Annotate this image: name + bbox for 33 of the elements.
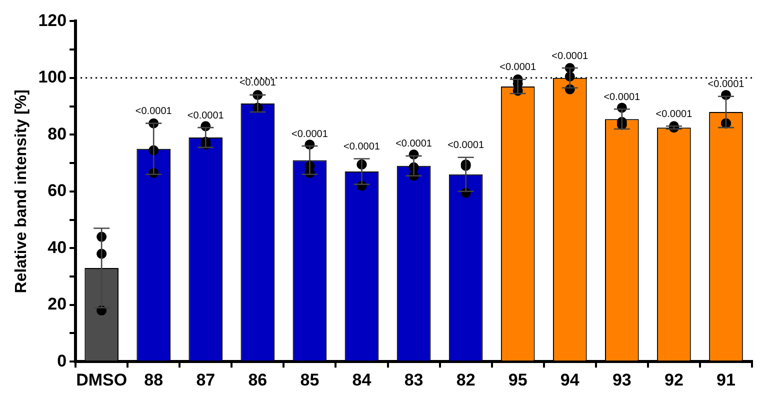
- x-tick-label: 87: [196, 370, 216, 390]
- y-tick-label: 120: [38, 10, 67, 30]
- y-tick-label: 60: [48, 181, 67, 200]
- annotation: <0.0001: [135, 106, 172, 118]
- annotation: <0.0001: [656, 108, 693, 120]
- x-tick-label: DMSO: [76, 370, 128, 390]
- annotation: <0.0001: [604, 92, 641, 103]
- annotation: <0.0001: [552, 50, 589, 62]
- annotation: <0.0001: [500, 62, 536, 74]
- y-axis-title: Relative band intensity [%]: [13, 90, 30, 294]
- annotation: <0.0001: [708, 79, 745, 90]
- x-tick-label: 82: [456, 370, 476, 390]
- x-tick-label: 88: [144, 370, 164, 390]
- x-tick-label: 92: [664, 370, 684, 390]
- x-tick-label: 94: [560, 370, 580, 390]
- y-tick-label: 20: [48, 294, 67, 314]
- y-tick-label: 80: [48, 124, 67, 144]
- x-tick-label: 84: [352, 370, 372, 390]
- annotation: <0.0001: [448, 140, 484, 152]
- annotation: <0.0001: [396, 138, 432, 150]
- annotation: <0.0001: [239, 78, 276, 89]
- x-tick-label: 86: [248, 370, 268, 390]
- annotation: <0.0001: [344, 142, 380, 153]
- y-tick-label: 100: [38, 68, 67, 87]
- x-tick-label: 93: [612, 370, 632, 390]
- y-tick-label: 40: [48, 238, 67, 257]
- annotation: <0.0001: [187, 110, 224, 122]
- y-tick-label: 0: [57, 351, 67, 370]
- x-tick-label: 83: [404, 370, 424, 390]
- x-tick-label: 91: [716, 370, 736, 390]
- x-tick-label: 95: [508, 370, 528, 390]
- annotation: <0.0001: [291, 128, 328, 140]
- x-tick-label: 85: [300, 370, 320, 390]
